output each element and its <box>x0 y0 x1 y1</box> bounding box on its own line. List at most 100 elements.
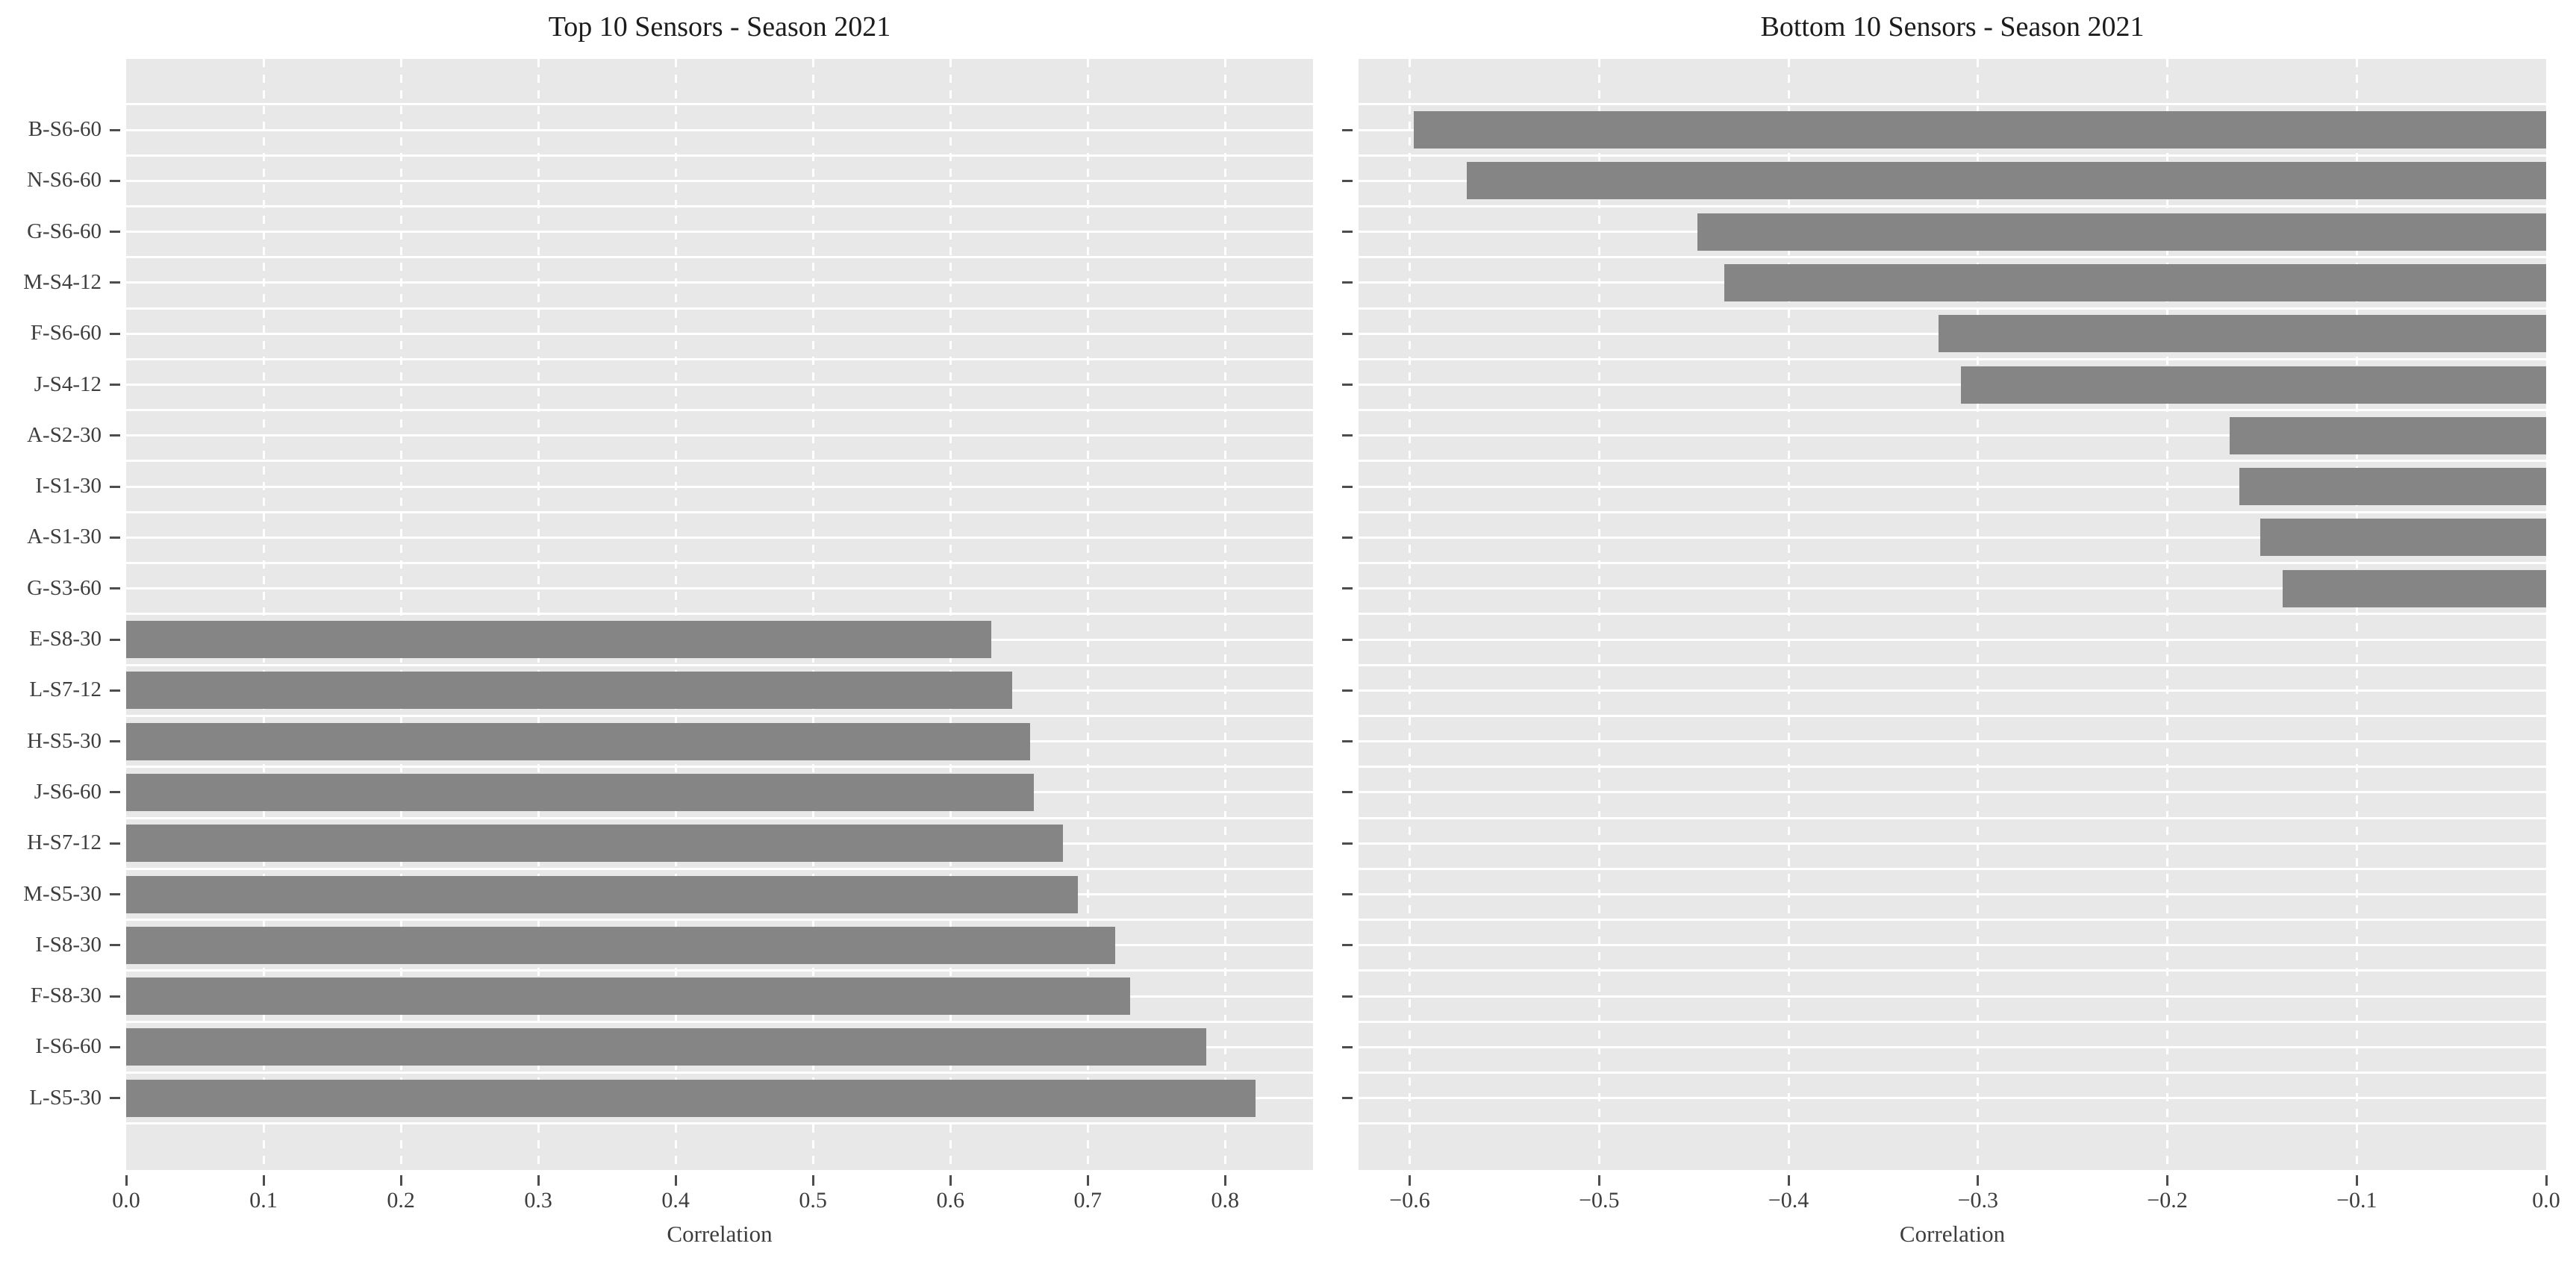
bar-L-S7-12 <box>126 672 1012 710</box>
x-tick-mark <box>262 1175 265 1186</box>
bar-G-S3-60 <box>2283 569 2546 607</box>
gridline-vertical <box>949 59 952 1170</box>
bar-F-S8-30 <box>126 977 1131 1016</box>
gridline-horizontal <box>1359 919 2546 922</box>
x-tick-mark <box>537 1175 540 1186</box>
gridline-vertical <box>1409 59 1411 1170</box>
gridline-horizontal <box>126 332 1313 335</box>
bar-J-S4-12 <box>1960 366 2546 404</box>
gridline-vertical <box>1597 59 1600 1170</box>
y-tick-mark <box>1342 332 1353 335</box>
gridline-horizontal <box>126 867 1313 870</box>
gridline-horizontal <box>1359 587 2546 590</box>
gridline-horizontal <box>1359 103 2546 106</box>
y-tick-mark <box>110 638 120 641</box>
y-tick-mark <box>1342 944 1353 947</box>
gridline-horizontal <box>126 256 1313 259</box>
gridline-horizontal <box>1359 1020 2546 1023</box>
gridline-horizontal <box>126 1122 1313 1125</box>
gridline-vertical <box>537 59 540 1170</box>
gridline-horizontal <box>1359 357 2546 360</box>
bar-J-S6-60 <box>126 773 1035 811</box>
y-tick-mark <box>110 893 120 895</box>
gridline-horizontal <box>1359 384 2546 386</box>
x-tick-label: −0.5 <box>1579 1188 1620 1213</box>
gridline-horizontal <box>1359 969 2546 972</box>
y-tick-label-L-S7-12: L-S7-12 <box>29 678 102 702</box>
y-tick-label-F-S8-30: F-S8-30 <box>30 983 102 1007</box>
y-tick-mark <box>110 485 120 488</box>
gridline-horizontal <box>126 307 1313 310</box>
gridline-horizontal <box>126 434 1313 437</box>
gridline-horizontal <box>126 231 1313 234</box>
x-tick-mark <box>1787 1175 1790 1186</box>
y-tick-mark <box>110 231 120 234</box>
y-tick-mark <box>1342 536 1353 539</box>
gridline-vertical <box>1977 59 1980 1170</box>
y-tick-label-M-S4-12: M-S4-12 <box>23 269 102 294</box>
bar-M-S5-30 <box>126 875 1079 913</box>
gridline-horizontal <box>1359 816 2546 819</box>
gridline-horizontal <box>1359 485 2546 488</box>
y-tick-label-N-S6-60: N-S6-60 <box>27 168 102 193</box>
gridline-horizontal <box>126 409 1313 412</box>
gridline-horizontal <box>126 204 1313 207</box>
gridline-horizontal <box>1359 562 2546 564</box>
y-tick-label-J-S6-60: J-S6-60 <box>34 779 102 804</box>
gridline-horizontal <box>1359 1122 2546 1125</box>
gridline-horizontal <box>1359 842 2546 845</box>
gridline-horizontal <box>126 816 1313 819</box>
bar-G-S6-60 <box>1697 213 2546 251</box>
y-tick-mark <box>110 384 120 386</box>
y-tick-mark <box>1342 587 1353 590</box>
x-tick-label: 0.4 <box>661 1188 690 1213</box>
y-tick-mark <box>1342 231 1353 234</box>
x-tick-label: 0.7 <box>1073 1188 1102 1213</box>
x-tick-mark <box>2355 1175 2358 1186</box>
gridline-horizontal <box>1359 1097 2546 1100</box>
y-tick-mark <box>110 1045 120 1048</box>
gridline-horizontal <box>1359 663 2546 666</box>
y-tick-mark <box>1342 1097 1353 1100</box>
bar-L-S5-30 <box>126 1079 1256 1117</box>
y-tick-label-B-S6-60: B-S6-60 <box>28 116 102 141</box>
y-tick-label-G-S3-60: G-S3-60 <box>27 575 102 600</box>
y-tick-mark <box>1342 384 1353 386</box>
y-tick-mark <box>1342 842 1353 845</box>
y-tick-mark <box>110 944 120 947</box>
y-tick-label-J-S4-12: J-S4-12 <box>34 372 102 396</box>
gridline-horizontal <box>126 1020 1313 1023</box>
gridline-horizontal <box>126 562 1313 564</box>
y-tick-label-H-S7-12: H-S7-12 <box>27 830 102 855</box>
y-tick-mark <box>1342 791 1353 794</box>
gridline-horizontal <box>126 510 1313 513</box>
gridline-horizontal <box>126 460 1313 463</box>
x-tick-label: 0.1 <box>249 1188 278 1213</box>
x-tick-mark <box>1977 1175 1980 1186</box>
bar-I-S8-30 <box>126 926 1115 964</box>
gridline-horizontal <box>126 154 1313 157</box>
y-tick-mark <box>1342 893 1353 895</box>
y-tick-mark <box>1342 485 1353 488</box>
y-tick-mark <box>110 842 120 845</box>
bar-F-S6-60 <box>1938 315 2546 353</box>
y-tick-mark <box>110 995 120 998</box>
gridline-horizontal <box>1359 766 2546 769</box>
gridline-horizontal <box>1359 714 2546 717</box>
gridline-horizontal <box>126 663 1313 666</box>
bar-I-S6-60 <box>126 1028 1206 1066</box>
y-tick-mark <box>110 740 120 743</box>
y-tick-mark <box>110 332 120 335</box>
y-tick-mark <box>1342 995 1353 998</box>
bar-H-S7-12 <box>126 825 1064 863</box>
x-axis-label: Correlation <box>667 1221 773 1247</box>
x-tick-label: 0.8 <box>1211 1188 1239 1213</box>
y-tick-label-E-S8-30: E-S8-30 <box>29 626 102 651</box>
x-tick-label: 0.6 <box>936 1188 964 1213</box>
y-tick-mark <box>1342 689 1353 692</box>
gridline-horizontal <box>126 613 1313 616</box>
x-tick-label: 0.0 <box>2532 1188 2560 1213</box>
gridline-horizontal <box>1359 638 2546 641</box>
bar-M-S4-12 <box>1724 263 2546 301</box>
y-tick-mark <box>110 434 120 437</box>
